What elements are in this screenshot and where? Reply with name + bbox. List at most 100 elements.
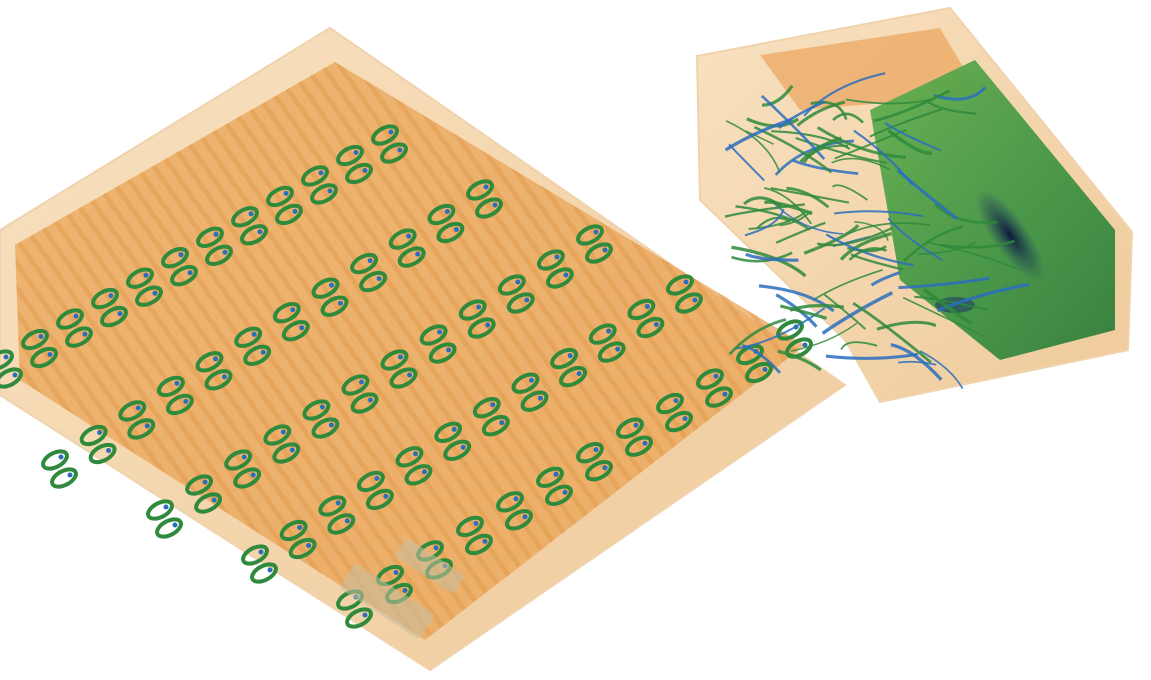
grid-base-cells [340,539,464,639]
grid-cell [204,369,233,391]
grid-row [41,179,503,489]
grid-cell-node [642,440,648,446]
grid-cell-node [319,404,325,410]
grid-cell-node [359,379,364,385]
fiber-strand [938,239,1016,249]
grid-cell [231,206,259,228]
grid-row [336,319,813,629]
grid-cell [467,317,496,339]
grid-cell-node [143,272,149,278]
grid-cell-node [258,549,264,555]
grid-cell-node [407,372,412,378]
fiber-strand [854,220,889,241]
grid-cell-node [593,447,599,453]
fiber-strand [918,241,977,255]
grid-cell [272,442,301,464]
grid-cell [88,442,117,465]
grid-cell-node [513,496,519,502]
grid-cell [126,267,154,289]
grid-cell-node [476,304,482,310]
grid-cell-node [444,209,450,214]
grid-cell [597,341,626,363]
fiber-strand [848,247,888,261]
grid-cell-node [482,538,488,544]
fiber-strand [898,276,990,290]
grid-cell [404,464,433,486]
fiber-strand [846,222,931,235]
grid-cell [576,224,604,246]
grid-cell-node [222,374,227,380]
grid-cell-node [802,342,808,348]
fiber-strand [745,130,775,146]
grid-cell [336,144,364,167]
grid-cell [465,533,493,556]
fiber-strand [775,221,826,244]
grid-cell-node [183,398,189,404]
grid-cell-node [485,322,491,328]
grid-cell-node [713,373,719,379]
grid-cell-node [172,522,178,528]
grid-cell [380,349,409,371]
grid-cell [327,513,356,535]
grid-cell-node [47,352,53,357]
grid-cell-node [524,297,530,303]
fiber-strand [840,341,878,351]
grid-cell-node [12,372,18,378]
grid-cell [233,467,262,489]
grid-cell [195,351,224,373]
grid-cell [536,249,565,271]
fiber-strand [902,296,984,337]
grid-cell [550,347,579,370]
grid-cell [50,467,78,489]
grid-cell [627,298,656,321]
grid-cell-node [451,426,457,432]
fiber-strand [870,271,901,287]
grid-cell [736,343,764,366]
grid-cell [636,316,665,339]
fiber-strand [770,187,850,204]
grid-cell [625,435,653,457]
grid-cell-node [213,231,219,237]
grid-cell [165,393,194,416]
fiber-strand [896,169,958,221]
grid-cell [135,285,163,307]
fiber-strand [919,350,964,390]
grid-cell [356,470,385,493]
grid-cell-node [257,229,263,235]
grid-cell [456,515,484,538]
grid-cell-node [446,347,452,353]
grid-row [0,124,408,389]
fiber-strand [839,232,892,261]
grid-cell-node [335,500,341,506]
grid-cell [205,244,233,266]
grid-cell [243,344,272,366]
grid-cell-node [529,377,534,383]
grid-cell-node [383,493,389,499]
fiber-strand [731,251,793,263]
fiber-strand [803,144,849,164]
grid-cell-node [402,588,408,593]
fiber-strand [812,268,884,301]
fiber-strand [779,304,828,320]
grid-cell [365,488,394,511]
grid-cell [427,203,456,226]
fiber-strand [748,211,807,230]
grid-cell-node [290,307,296,313]
grid-cell-node [289,447,295,453]
grid-cell [79,424,108,447]
grid-cell [745,361,773,384]
grid-cell-node [388,129,394,135]
grid-cell [302,399,331,421]
grid-cell-node [615,346,621,352]
grid-cell-node [97,430,103,435]
fiber-strand [825,352,919,360]
fiber-strand [744,208,785,237]
fiber-strand [725,120,781,173]
grid-cell-node [398,354,403,360]
grid-cell-node [248,211,254,217]
grid-cell [272,302,301,324]
grid-cell-node [144,423,150,429]
fiber-strand [756,216,791,230]
grid-cell [310,183,338,205]
